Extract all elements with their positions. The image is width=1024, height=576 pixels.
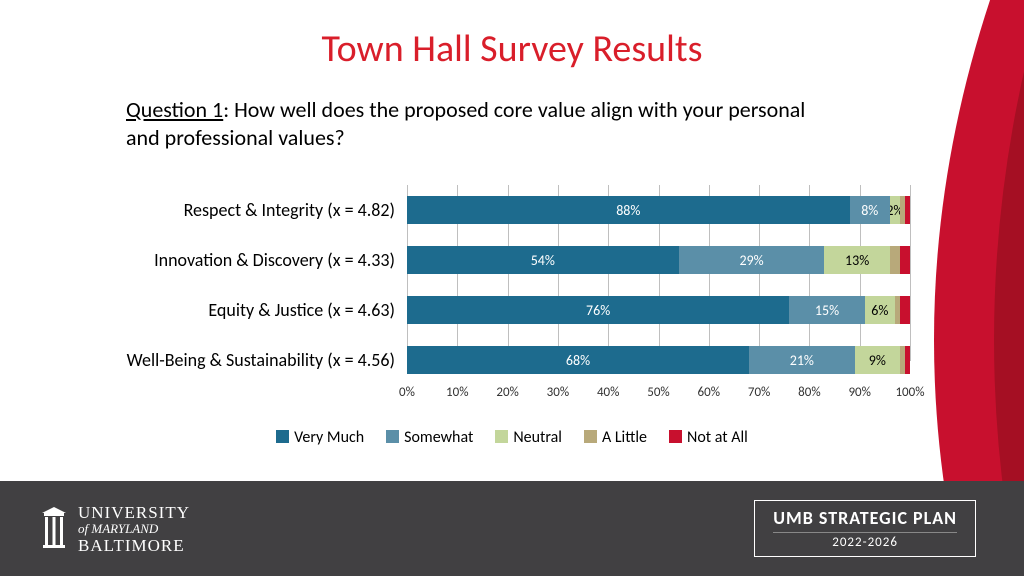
bar-segment: 15% [789, 296, 864, 324]
bar-segment [890, 246, 900, 274]
slide: { "title":{"text":"Town Hall Survey Resu… [0, 0, 1024, 576]
bar-segment: 2% [890, 196, 900, 224]
legend-label: Not at All [687, 428, 748, 447]
chart-row: Well-Being & Sustainability (x = 4.56)68… [50, 335, 910, 385]
survey-bar-chart: Respect & Integrity (x = 4.82)88%8%2%Inn… [50, 185, 910, 409]
bar-segment: 88% [407, 196, 850, 224]
x-tick: 40% [597, 385, 619, 400]
chart-legend: Very Much Somewhat Neutral A Little Not at A… [0, 428, 1024, 447]
plan-title: UMB STRATEGIC PLAN [773, 507, 957, 529]
bar-segment: 8% [850, 196, 890, 224]
logo-line1: UNIVERSITY [78, 504, 190, 521]
x-axis: 0%10%20%30%40%50%60%70%80%90%100% [407, 385, 910, 409]
legend-swatch [276, 430, 289, 443]
legend-label: Neutral [513, 428, 562, 447]
umb-logo: UNIVERSITY of MARYLAND BALTIMORE [40, 504, 190, 554]
bar-segment: 68% [407, 346, 749, 374]
logo-line2: of MARYLAND [78, 521, 190, 537]
x-tick: 60% [698, 385, 720, 400]
legend-item: Not at All [669, 428, 748, 447]
x-tick: 0% [399, 385, 415, 400]
question-text: Question 1: How well does the proposed c… [126, 96, 826, 151]
legend-item: Very Much [276, 428, 364, 447]
legend-item: Somewhat [386, 428, 473, 447]
chart-row: Equity & Justice (x = 4.63)76%15%6% [50, 285, 910, 335]
question-number: Question 1 [126, 96, 223, 123]
chart-row: Respect & Integrity (x = 4.82)88%8%2% [50, 185, 910, 235]
bar: 76%15%6% [407, 296, 910, 324]
x-tick: 10% [446, 385, 468, 400]
legend-swatch [669, 430, 682, 443]
legend-swatch [386, 430, 399, 443]
bar-segment [905, 196, 910, 224]
bar-segment: 9% [855, 346, 900, 374]
legend-item: A Little [584, 428, 647, 447]
bar-segment: 6% [865, 296, 895, 324]
legend-label: Very Much [294, 428, 364, 447]
bar-segment: 29% [679, 246, 825, 274]
legend-swatch [584, 430, 597, 443]
x-tick: 100% [895, 385, 924, 400]
footer-bar: UNIVERSITY of MARYLAND BALTIMORE UMB STR… [0, 481, 1024, 576]
legend-swatch [495, 430, 508, 443]
bar-segment: 54% [407, 246, 679, 274]
bar: 54%29%13% [407, 246, 910, 274]
legend-label: Somewhat [404, 428, 473, 447]
legend-label: A Little [602, 428, 647, 447]
row-label: Innovation & Discovery (x = 4.33) [50, 249, 407, 271]
row-label: Equity & Justice (x = 4.63) [50, 299, 407, 321]
bar-segment [900, 246, 910, 274]
logo-line3: BALTIMORE [78, 537, 190, 554]
bar-segment [900, 296, 910, 324]
bar-segment [905, 346, 910, 374]
bar: 88%8%2% [407, 196, 910, 224]
x-tick: 50% [647, 385, 669, 400]
x-tick: 70% [748, 385, 770, 400]
strategic-plan-badge: UMB STRATEGIC PLAN 2022-2026 [754, 500, 976, 557]
plan-years: 2022-2026 [773, 532, 957, 550]
x-tick: 90% [848, 385, 870, 400]
row-label: Respect & Integrity (x = 4.82) [50, 199, 407, 221]
question-body: : How well does the proposed core value … [126, 96, 805, 151]
row-label: Well-Being & Sustainability (x = 4.56) [50, 349, 407, 371]
x-tick: 80% [798, 385, 820, 400]
davidge-icon [40, 507, 68, 551]
chart-row: Innovation & Discovery (x = 4.33)54%29%1… [50, 235, 910, 285]
x-tick: 20% [496, 385, 518, 400]
bar-segment: 21% [749, 346, 855, 374]
slide-title: Town Hall Survey Results [0, 26, 1024, 72]
bar: 68%21%9% [407, 346, 910, 374]
bar-segment: 76% [407, 296, 789, 324]
bar-segment: 13% [824, 246, 889, 274]
x-tick: 30% [547, 385, 569, 400]
legend-item: Neutral [495, 428, 562, 447]
